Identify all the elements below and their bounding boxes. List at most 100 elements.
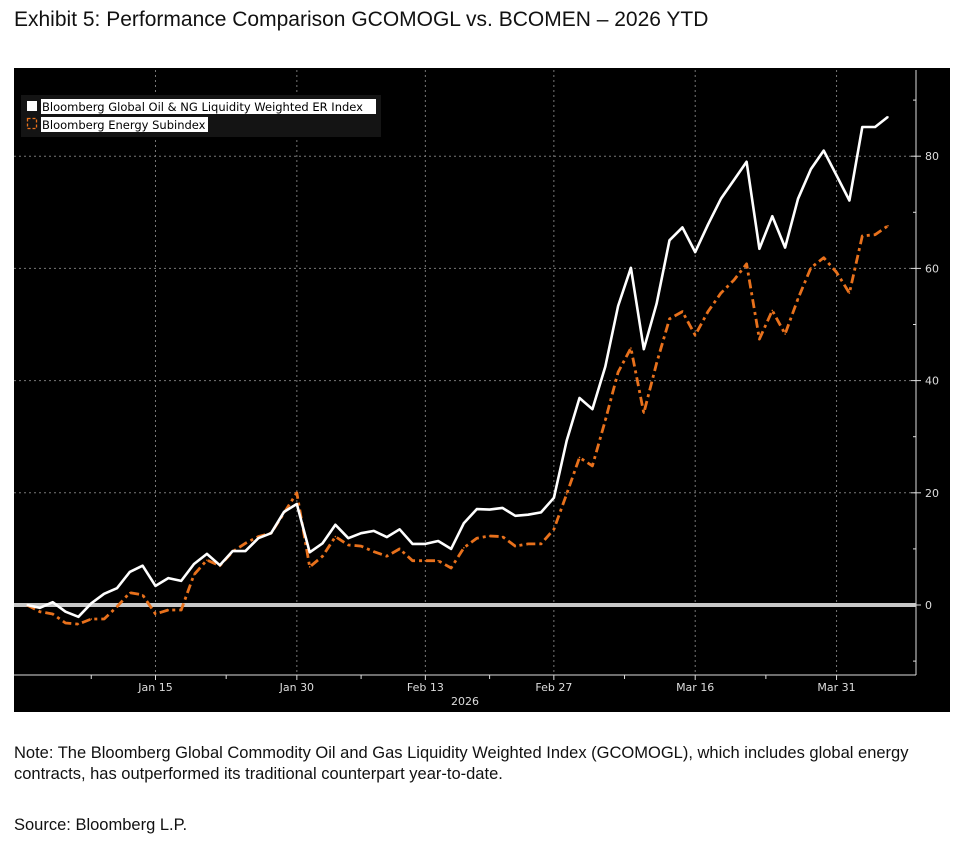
gcomogl-data-point	[450, 548, 452, 550]
bcomen-data-point	[77, 623, 80, 625]
bcomen-data-point	[655, 362, 658, 365]
gcomogl-data-point	[296, 503, 298, 505]
bcomen-data-point	[874, 233, 876, 236]
bcomen-data-point	[347, 544, 350, 546]
bcomen-data-point	[386, 555, 388, 557]
y-tick-label: 0	[925, 599, 932, 612]
gcomogl-data-point	[771, 215, 774, 218]
bcomen-data-point	[373, 550, 375, 553]
y-tick-label: 20	[925, 487, 939, 500]
gcomogl-data-point	[565, 439, 568, 442]
gcomogl-data-point	[373, 530, 375, 532]
gcomogl-data-point	[26, 604, 28, 606]
gcomogl-data-point	[874, 126, 876, 128]
bcomen-data-point	[565, 493, 568, 495]
exhibit-title: Exhibit 5: Performance Comparison GCOMOG…	[14, 8, 709, 31]
gcomogl-data-point	[604, 365, 607, 368]
bcomen-data-point	[180, 609, 182, 611]
gcomogl-data-point	[797, 198, 799, 200]
bcomen-data-point	[206, 559, 208, 561]
gcomogl-data-point	[475, 508, 478, 510]
bcomen-data-point	[129, 591, 131, 594]
gcomogl-data-point	[308, 551, 311, 554]
gcomogl-data-point	[218, 564, 221, 566]
bcomen-data-point	[668, 318, 671, 320]
bcomen-data-point	[244, 542, 247, 545]
gcomogl-data-point	[360, 532, 362, 534]
legend: Bloomberg Global Oil & NG Liquidity Weig…	[21, 95, 381, 137]
bcomen-data-point	[437, 559, 440, 562]
bcomen-data-point	[360, 545, 362, 547]
bcomen-data-point	[732, 279, 735, 281]
gcomogl-data-point	[51, 601, 54, 603]
bcomen-data-point	[116, 605, 118, 608]
y-tick-label: 60	[925, 262, 939, 275]
bcomen-data-point	[450, 567, 452, 569]
line-chart: 0 20 40 60 80 Jan 15 Jan 30 Feb 13 Feb 27 Mar 16 M…	[14, 70, 939, 708]
gcomogl-data-point	[655, 302, 658, 305]
x-tick-label: Jan 15	[137, 681, 172, 694]
gcomogl-data-point	[887, 116, 889, 118]
legend-label-gcomogl: Bloomberg Global Oil & NG Liquidity Weig…	[42, 100, 363, 114]
bcomen-data-point	[334, 535, 337, 538]
gcomogl-data-point	[784, 246, 786, 249]
y-tick-label: 40	[925, 375, 939, 388]
gcomogl-data-point	[681, 226, 684, 229]
chart-note: Note: The Bloomberg Global Commodity Oil…	[14, 744, 909, 783]
gcomogl-data-point	[270, 532, 272, 534]
axes	[14, 70, 917, 676]
bcomen-data-point	[398, 548, 401, 550]
gcomogl-data-point	[283, 511, 285, 513]
gcomogl-data-point	[822, 149, 825, 152]
bcomen-data-point	[167, 609, 170, 611]
gcomogl-data-point	[193, 563, 195, 565]
legend-label-bg-bcomen	[41, 117, 208, 132]
bcomen-data-point	[630, 347, 632, 349]
gcomogl-data-point	[617, 305, 619, 307]
bcomen-data-point	[540, 543, 542, 545]
gcomogl-data-point	[167, 577, 170, 579]
gcomogl-data-point	[257, 537, 260, 540]
bcomen-data-point	[848, 292, 851, 294]
bcomen-data-point	[720, 292, 722, 294]
gcomogl-data-point	[90, 602, 93, 605]
gcomogl-data-point	[398, 528, 401, 531]
bcomen-data-point	[591, 465, 594, 467]
gcomogl-data-point	[154, 585, 157, 587]
bcomen-data-point	[797, 297, 799, 300]
gcomogl-data-point	[630, 267, 632, 269]
gcomogl-data-point	[334, 523, 337, 526]
gcomogl-data-point	[386, 536, 388, 538]
chart-source: Source: Bloomberg L.P.	[14, 816, 188, 834]
gcomogl-data-point	[527, 513, 529, 516]
x-tick-label: Mar 16	[676, 681, 714, 694]
bcomen-data-point	[193, 573, 195, 576]
bcomen-data-point	[861, 235, 864, 237]
gcomogl-data-point	[758, 247, 761, 250]
x-tick-label: Feb 27	[535, 681, 572, 694]
year-label: 2026	[451, 695, 479, 708]
legend-swatch-bcomen	[26, 117, 38, 130]
gcomogl-data-point	[77, 615, 80, 618]
bcomen-data-point	[501, 535, 504, 538]
gcomogl-data-point	[39, 607, 41, 609]
gcomogl-data-point	[835, 174, 838, 177]
gcomogl-data-point	[732, 179, 735, 182]
gcomogl-data-point	[861, 126, 864, 128]
gcomogl-data-point	[463, 522, 465, 524]
bcomen-data-point	[578, 456, 581, 459]
bcomen-data-point	[604, 419, 607, 422]
gcomogl-data-point	[668, 239, 671, 242]
series-line-bcomen	[26, 224, 889, 626]
gcomogl-data-point	[231, 550, 234, 552]
gcomogl-data-point	[745, 161, 748, 163]
bcomen-data-point	[296, 492, 298, 494]
bcomen-data-point	[617, 371, 619, 373]
bcomen-data-point	[694, 334, 696, 336]
ticks: 0 20 40 60 80 Jan 15 Jan 30 Feb 13 Feb 27 Mar 16 M…	[90, 99, 939, 694]
gcomogl-data-point	[578, 397, 581, 399]
gcomogl-data-point	[540, 511, 542, 514]
bcomen-data-point	[553, 528, 555, 531]
gcomogl-data-point	[501, 507, 504, 509]
gcomogl-data-point	[514, 515, 517, 517]
